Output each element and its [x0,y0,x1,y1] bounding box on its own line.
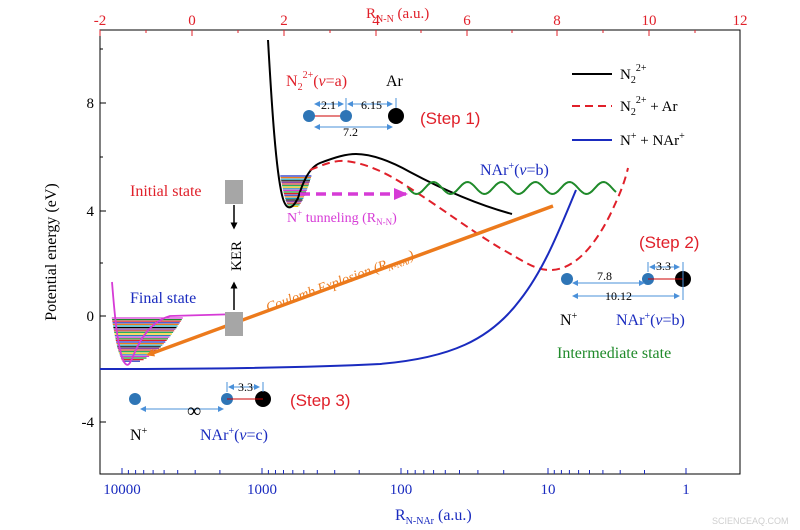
nitrogen-atom [340,110,352,122]
final-state-label: Final state [130,290,196,307]
bottom-tick-label: 10000 [103,482,141,498]
nar-b-top-label: NAr+(v=b) [480,161,549,179]
legend-entry-n2: N22+ [620,63,647,86]
bottom-tick-label: 1 [682,482,690,498]
distance-label: 7.8 [597,269,612,283]
initial-state-label: Initial state [130,183,202,200]
nar-b-bottom-label: NAr+(v=b) [616,311,685,329]
intermediate-state-label: Intermediate state [557,345,671,362]
bottom-tick-label: 10 [541,482,556,498]
top-tick-label: 12 [733,13,748,29]
left-axis [100,48,106,423]
top-tick-label: -2 [94,13,107,29]
left-axis-label: Potential energy (eV) [43,183,60,320]
legend-entry-nnar: N+ + NAr+ [620,131,685,149]
bottom-axis-label: RN-NAr (a.u.) [395,507,472,527]
step2-label: (Step 2) [639,233,699,252]
left-tick-label: -4 [82,415,95,431]
legend: N22+ N22+ + Ar N+ + NAr+ [572,63,685,149]
top-tick-label: 4 [372,13,380,29]
left-tick-label: 0 [87,309,95,325]
initial-state-marker [225,180,243,204]
step3-label: (Step 3) [290,391,350,410]
step1-label: (Step 1) [420,109,480,128]
distance-label: 7.2 [343,125,358,139]
argon-atom [388,108,404,124]
top-axis [99,30,696,36]
nitrogen-atom [561,273,573,285]
infinity-label: ∞ [187,400,201,422]
distance-label: 6.15 [361,98,382,112]
bottom-minor-ticks [127,470,645,474]
n-plus-step2-label: N+ [560,311,578,329]
bottom-tick-label: 1000 [247,482,277,498]
bottom-axis [121,468,687,474]
n-nar-curve [100,189,577,370]
top-tick-label: 10 [642,13,657,29]
step2-molecule [561,262,691,300]
intermediate-wave [407,180,617,196]
tunneling-label: N+ tunneling (RN-N) [287,208,397,227]
step1-molecule [303,98,404,130]
left-tick-label: 8 [87,96,95,112]
bottom-tick-label: 100 [390,482,413,498]
coulomb-explosion-label: Coulomb Explosion (RN-NAr) [264,248,417,317]
distance-label: 3.3 [238,380,253,394]
top-tick-label: 2 [280,13,288,29]
coulomb-explosion-arrow [146,204,554,357]
final-state-vibrational-levels [111,317,183,362]
final-state-marker [225,312,243,336]
n2-dication-ar-curve [309,159,629,272]
n2-dication-curve [267,39,513,215]
left-tick-label: 4 [87,204,95,220]
top-tick-label: 8 [553,13,561,29]
top-axis-label: RN-N (a.u.) [366,6,429,25]
nitrogen-atom [303,110,315,122]
n2-state-label: N22+(v=a) [286,70,347,93]
ker-label: KER [229,241,245,271]
step3-molecule [129,382,271,412]
distance-label: 10.12 [605,289,632,303]
n-plus-step3-label: N+ [130,426,148,444]
nitrogen-atom [129,393,141,405]
watermark: SCIENCEAQ.COM [712,516,789,526]
plot-frame [99,29,741,475]
distance-label: 3.3 [656,259,671,273]
top-tick-label: 6 [463,13,471,29]
legend-entry-n2ar: N22+ + Ar [620,95,677,118]
distance-label: 2.1 [321,98,336,112]
top-tick-label: 0 [188,13,196,29]
final-state-well [111,281,241,366]
nar-c-label: NAr+(v=c) [200,426,268,444]
ar-label: Ar [386,73,404,90]
